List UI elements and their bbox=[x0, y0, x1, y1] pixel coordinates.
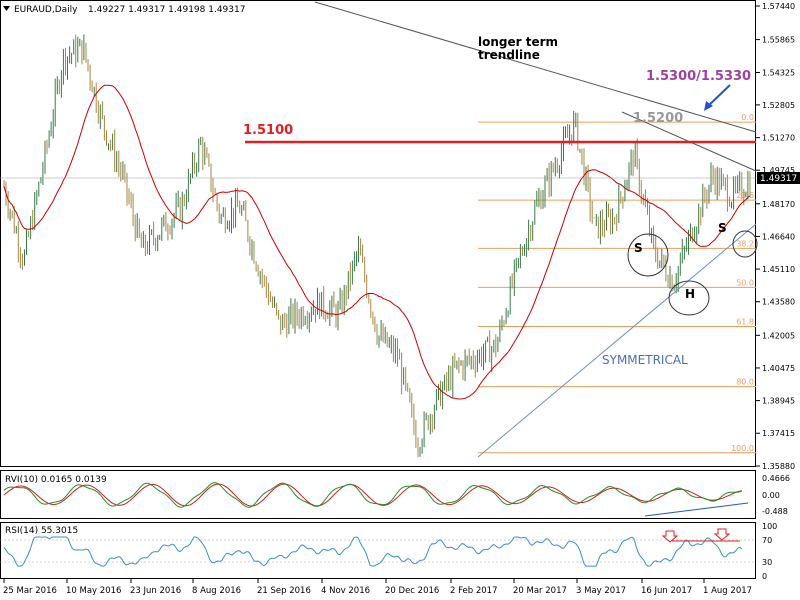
current-price-label: 1.49317 bbox=[760, 174, 797, 184]
rsi-panel bbox=[0, 522, 756, 579]
date-tick-label: 16 Jun 2017 bbox=[641, 586, 692, 596]
trendlines bbox=[0, 1, 758, 458]
price-tick-label: 1.49745 bbox=[762, 166, 795, 175]
moving-average-line bbox=[3, 84, 751, 400]
head-circle bbox=[668, 280, 710, 316]
date-tick-label: 23 Jun 2016 bbox=[130, 586, 181, 596]
price-axis: 1.57440 1.55865 1.54325 1.52805 1.51270 1.497… bbox=[756, 2, 795, 471]
rvi-panel bbox=[0, 470, 756, 519]
fib-level-label: 100.0 bbox=[731, 444, 754, 453]
target-arrow-head bbox=[704, 101, 713, 111]
rvi-axis-label: -0.488 bbox=[762, 507, 788, 516]
price-candles bbox=[3, 34, 751, 458]
rsi-line bbox=[3, 536, 743, 567]
rsi-down-arrow-1 bbox=[661, 530, 679, 543]
rsi-axis-label: 30 bbox=[762, 558, 772, 567]
left-shoulder-circle bbox=[627, 233, 669, 277]
trendline-label-2: trendline bbox=[478, 48, 540, 62]
head-label: H bbox=[685, 287, 695, 301]
header-title: EURAUD,Daily bbox=[14, 5, 78, 15]
rsi-value-line bbox=[3, 536, 743, 567]
date-tick-label: 21 Sep 2016 bbox=[257, 586, 311, 596]
price-tick-label: 1.51270 bbox=[762, 134, 795, 143]
level-label: 1.5200 bbox=[633, 111, 683, 126]
rvi-main-line bbox=[3, 482, 743, 508]
price-tick-label: 1.46640 bbox=[762, 232, 795, 241]
date-tick-label: 10 May 2016 bbox=[66, 586, 121, 596]
rvi-axis-label: 0.4666 bbox=[762, 474, 790, 483]
price-tick-label: 1.55865 bbox=[762, 36, 795, 45]
fibonacci-levels: 0.0 23.6 38.2 50.0 61.8 80.0 100.0 bbox=[478, 113, 756, 454]
date-tick-label: 4 Nov 2016 bbox=[321, 586, 370, 596]
trendline-label-1: longer term bbox=[478, 35, 558, 49]
rvi-axis: 0.4666 0.00 -0.488 bbox=[762, 474, 790, 516]
current-price-box bbox=[757, 172, 800, 184]
price-tick-label: 1.52805 bbox=[762, 101, 795, 110]
price-tick-label: 1.54325 bbox=[762, 68, 795, 77]
rsi-axis-label: 100 bbox=[762, 522, 777, 531]
fib-level-label: 61.8 bbox=[736, 317, 754, 326]
date-tick-label: 20 Mar 2017 bbox=[513, 586, 567, 596]
target-label: 1.5300/1.5330 bbox=[646, 69, 751, 84]
rvi-oscillator bbox=[3, 482, 743, 508]
rsi-axis-label: 0 bbox=[762, 572, 767, 581]
right-shoulder-label: S bbox=[718, 221, 727, 235]
rvi-axis-label: 0.00 bbox=[762, 491, 780, 500]
price-tick-label: 1.42005 bbox=[762, 331, 795, 340]
price-tick-label: 1.35880 bbox=[762, 462, 795, 471]
date-tick-label: 25 Mar 2016 bbox=[3, 586, 57, 596]
price-tick-label: 1.40475 bbox=[762, 364, 795, 373]
date-tick-label: 20 Dec 2016 bbox=[385, 586, 439, 596]
rsi-axis: 100 70 30 0 bbox=[762, 522, 777, 581]
rising-trendline bbox=[477, 223, 757, 458]
main-panel bbox=[0, 0, 756, 467]
fib-level-label: 0.0 bbox=[741, 113, 754, 122]
rsi-title: RSI(14) 55.3015 bbox=[5, 526, 78, 536]
date-tick-label: 3 May 2017 bbox=[576, 586, 626, 596]
left-shoulder-label: S bbox=[634, 241, 643, 255]
moving-average bbox=[3, 84, 751, 400]
rvi-title: RVI(10) 0.0165 0.0139 bbox=[5, 475, 107, 485]
date-tick-label: 1 Aug 2017 bbox=[703, 586, 752, 596]
fib-level-label: 38.2 bbox=[736, 239, 754, 248]
fib-level-label: 80.0 bbox=[736, 378, 754, 387]
rsi-axis-label: 70 bbox=[762, 536, 772, 545]
price-tick-label: 1.57440 bbox=[762, 2, 795, 11]
header-ohlc: 1.49227 1.49317 1.49198 1.49317 bbox=[88, 5, 245, 15]
price-tick-label: 1.37415 bbox=[762, 429, 795, 438]
fib-level-label: 23.6 bbox=[736, 191, 754, 200]
rvi-signal-line bbox=[3, 483, 743, 507]
price-tick-label: 1.48170 bbox=[762, 200, 795, 209]
pattern-label: SYMMETRICAL bbox=[602, 353, 688, 367]
price-tick-label: 1.38945 bbox=[762, 397, 795, 406]
price-tick-label: 1.43580 bbox=[762, 298, 795, 307]
date-tick-label: 2 Feb 2017 bbox=[450, 586, 498, 596]
collapse-icon[interactable] bbox=[3, 6, 10, 11]
price-tick-label: 1.45110 bbox=[762, 265, 795, 274]
longer-term-trendline bbox=[314, 1, 757, 133]
resistance-label: 1.5100 bbox=[243, 123, 293, 138]
annotations: EURAUD,Daily 1.49227 1.49317 1.49198 1.4… bbox=[3, 5, 751, 367]
rsi-down-arrow-2 bbox=[713, 528, 731, 541]
fib-level-label: 50.0 bbox=[736, 278, 754, 287]
right-shoulder-circle bbox=[732, 230, 758, 258]
date-tick-label: 8 Aug 2016 bbox=[192, 586, 241, 596]
rvi-trendline bbox=[644, 502, 749, 517]
date-axis: 25 Mar 2016 10 May 2016 23 Jun 2016 8 Aug 2… bbox=[3, 579, 752, 596]
